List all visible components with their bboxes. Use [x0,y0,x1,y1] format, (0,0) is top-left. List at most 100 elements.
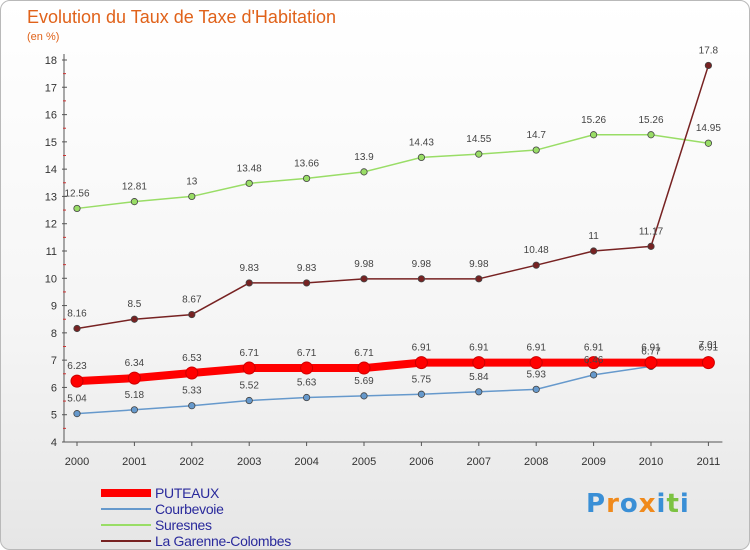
data-label: 11.17 [639,226,664,237]
data-point [647,131,655,139]
data-point [587,356,601,370]
data-label: 17.8 [699,45,719,56]
data-label: 5.69 [354,376,374,387]
x-tick-label: 2002 [180,456,204,468]
data-point [360,168,368,176]
data-label: 14.95 [696,123,721,134]
chart-title: Evolution du Taux de Taxe d'Habitation [27,7,336,27]
x-tick-label: 2008 [524,456,548,468]
data-point [130,406,138,414]
data-point [589,131,598,139]
data-point [532,261,540,269]
data-label: 13.66 [294,158,319,169]
x-tick-label: 2004 [294,456,318,468]
data-label: 5.93 [526,369,546,380]
data-point [475,275,483,283]
legend-item-la-garenne-colombes: La Garenne-Colombes [101,533,381,549]
data-point [532,146,540,154]
series-line-suresnes [76,134,710,210]
proxiti-logo: Proxiti [586,489,690,519]
y-tick-label: 11 [46,246,57,258]
data-point [475,150,483,158]
data-label: 8.16 [67,308,87,319]
x-tick-label: 2009 [581,456,605,468]
data-label: 13.9 [354,152,374,163]
data-point [704,139,713,147]
data-point [532,385,540,393]
data-point [302,174,311,183]
x-tick-label: 2003 [237,456,261,468]
y-tick-label: 12 [45,219,57,231]
data-point [245,179,253,187]
data-label: 7.01 [699,340,719,351]
data-label: 8.5 [127,299,141,310]
data-point [73,204,81,213]
data-point [589,247,598,255]
y-tick-label: 14 [45,164,57,176]
data-label: 6.34 [125,358,145,369]
data-label: 15.26 [581,115,606,126]
x-tick-label: 2005 [352,456,376,468]
data-point [130,315,138,323]
data-label: 11 [588,231,599,242]
y-tick-label: 15 [45,137,57,149]
legend-label-courbevoie: Courbevoie [155,501,224,517]
data-label: 5.04 [67,394,87,405]
data-label: 12.81 [122,182,147,193]
data-point [589,371,598,379]
data-label: 9.98 [354,259,374,270]
y-tick-label: 9 [51,301,57,313]
data-label: 5.52 [239,381,259,392]
y-tick-label: 18 [45,55,57,67]
data-label: 13.48 [237,163,262,174]
x-tick-label: 2007 [467,456,491,468]
data-point [644,356,658,370]
data-point [472,356,486,370]
y-tick-label: 5 [51,410,57,422]
data-point [130,198,138,206]
legend-item-suresnes: Suresnes [101,517,381,533]
data-point [360,392,368,400]
x-tick-label: 2006 [409,456,433,468]
x-tick-label: 2001 [122,456,146,468]
legend: PUTEAUX Courbevoie Suresnes La Garenne-C… [101,485,381,549]
data-point [242,361,256,375]
y-tick-label: 4 [51,437,57,449]
legend-item-puteaux: PUTEAUX [101,485,381,501]
data-point [188,402,196,410]
data-point [188,192,196,201]
data-point [302,279,311,287]
data-label: 6.91 [584,343,604,354]
series-line-puteaux [73,358,713,386]
legend-swatch-puteaux [101,489,151,497]
data-label: 14.7 [526,130,546,141]
data-label: 6.71 [239,348,259,359]
legend-swatch-suresnes [101,524,151,526]
legend-label-la-garenne-colombes: La Garenne-Colombes [155,533,291,549]
data-point [529,356,543,370]
data-point [475,388,483,396]
data-point [73,324,81,333]
y-tick-label: 8 [51,328,57,340]
data-label: 14.55 [466,134,491,145]
data-label: 6.23 [67,361,87,372]
y-tick-label: 16 [45,110,57,122]
data-label: 5.18 [125,390,145,401]
data-label: 9.98 [412,259,432,270]
data-point [188,310,196,319]
data-label: 6.71 [297,348,317,359]
x-tick-label: 2010 [639,456,663,468]
data-point [701,356,715,370]
data-label: 6.91 [469,343,489,354]
x-tick-label: 2011 [697,456,721,468]
legend-item-courbevoie: Courbevoie [101,501,381,517]
y-tick-label: 7 [51,355,57,367]
data-point [185,366,199,380]
series-line-courbevoie [76,359,710,415]
data-point [300,361,314,375]
series-line-la-garenne-colombes [76,64,710,330]
data-label: 6.71 [354,348,374,359]
data-label: 15.26 [638,115,663,126]
data-label: 6.91 [641,343,661,354]
